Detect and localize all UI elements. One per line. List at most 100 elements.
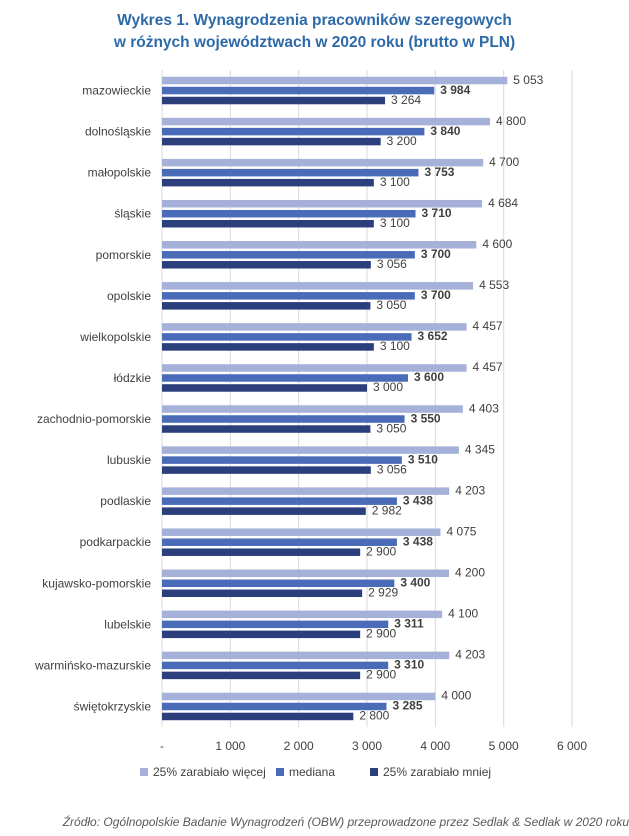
data-label: 3 000	[373, 380, 403, 394]
data-label: 2 900	[366, 668, 396, 682]
data-label: 3 600	[414, 370, 444, 384]
bar	[162, 364, 467, 372]
data-label: 3 438	[403, 493, 433, 507]
bar	[162, 712, 354, 721]
source-note: Źródło: Ogólnopolskie Badanie Wynagrodze…	[62, 815, 629, 829]
bar	[162, 127, 425, 136]
bar	[162, 610, 443, 619]
data-label: 3 056	[377, 257, 407, 271]
data-label: 4 200	[455, 566, 485, 580]
bar	[162, 497, 397, 505]
bar	[162, 302, 371, 310]
bar	[162, 219, 374, 228]
category-label: lubuskie	[107, 453, 151, 467]
data-label: 4 203	[455, 483, 485, 497]
category-label: małopolskie	[88, 166, 152, 180]
x-tick-label: 4 000	[420, 739, 450, 753]
bar	[162, 374, 408, 382]
bar-chart: 5 053 3 984 3 264 4 800 3 840 3 200 4 700 3 753…	[34, 70, 587, 779]
category-label: wielkopolskie	[79, 330, 151, 344]
x-tick-labels: - 1 000 2 000 3 000 4 000 5 000 6 000	[160, 739, 587, 753]
bar	[162, 86, 435, 95]
data-label: 3 100	[380, 175, 410, 189]
data-label: 4 075	[446, 524, 476, 538]
bar	[162, 178, 374, 187]
bar	[162, 117, 490, 126]
data-label: 4 403	[469, 401, 499, 415]
legend-label: mediana	[289, 765, 335, 779]
data-label: 3 310	[394, 658, 424, 672]
category-label: kujawsko-pomorskie	[42, 576, 151, 590]
chart-title: Wykres 1. Wynagrodzenia pracowników szer…	[0, 10, 629, 54]
bar	[162, 620, 389, 629]
legend: 25% zarabiało więcej mediana 25% zarabiało…	[140, 765, 491, 779]
bars: 5 053 3 984 3 264 4 800 3 840 3 200 4 700 3 753…	[162, 73, 544, 723]
data-label: 3 984	[440, 83, 470, 97]
data-label: 3 753	[424, 165, 454, 179]
bar	[162, 415, 405, 423]
bar	[162, 282, 474, 290]
data-label: 3 700	[421, 288, 451, 302]
data-label: 4 203	[455, 648, 485, 662]
category-label: lubelskie	[104, 617, 151, 631]
bar	[162, 323, 467, 331]
bar	[162, 671, 361, 680]
bar	[162, 405, 463, 413]
data-label: 3 056	[377, 462, 407, 476]
data-label: 4 100	[448, 607, 478, 621]
data-label: 3 438	[403, 534, 433, 548]
data-label: 3 050	[376, 421, 406, 435]
data-label: 2 900	[366, 627, 396, 641]
data-label: 2 929	[368, 586, 398, 600]
data-label: 4 553	[479, 278, 509, 292]
data-label: 4 684	[488, 196, 518, 210]
bar	[162, 466, 371, 474]
bar	[162, 333, 412, 341]
bar	[162, 651, 450, 660]
bar	[162, 589, 363, 598]
data-label: 3 285	[392, 699, 422, 713]
data-label: 3 550	[411, 411, 441, 425]
bar	[162, 96, 386, 105]
bar	[162, 692, 436, 701]
chart-title-line-1: Wykres 1. Wynagrodzenia pracowników szer…	[117, 12, 512, 29]
data-label: 3 652	[418, 329, 448, 343]
bar	[162, 456, 402, 464]
data-label: 2 800	[359, 709, 389, 723]
bar	[162, 209, 416, 218]
x-tick-label: 5 000	[489, 739, 519, 753]
x-tick-label: 1 000	[215, 739, 245, 753]
data-label: 4 800	[496, 114, 526, 128]
category-label: łódzkie	[114, 371, 152, 385]
data-label: 3 400	[400, 576, 430, 590]
data-label: 3 710	[422, 206, 452, 220]
bar	[162, 548, 361, 556]
bar	[162, 538, 397, 546]
bar	[162, 76, 508, 85]
bar	[162, 579, 395, 588]
data-label: 4 345	[465, 442, 495, 456]
legend-swatch	[370, 768, 378, 776]
category-label: śląskie	[114, 207, 151, 221]
data-label: 3 840	[430, 124, 460, 138]
data-label: 3 510	[408, 452, 438, 466]
data-label: 4 000	[441, 689, 471, 703]
category-label: podlaskie	[100, 494, 151, 508]
bar	[162, 425, 371, 433]
data-label: 3 200	[387, 134, 417, 148]
bar	[162, 661, 389, 670]
bar	[162, 630, 361, 639]
bar	[162, 446, 459, 454]
x-tick-label: 2 000	[284, 739, 314, 753]
bar	[162, 507, 366, 515]
bar	[162, 487, 450, 495]
category-label: podkarpackie	[80, 535, 152, 549]
category-label: warmińsko-mazurskie	[34, 658, 151, 672]
legend-swatch	[140, 768, 148, 776]
data-label: 2 982	[372, 503, 402, 517]
data-label: 3 100	[380, 216, 410, 230]
bar	[162, 137, 381, 146]
legend-label: 25% zarabiało mniej	[383, 765, 491, 779]
bar	[162, 199, 483, 208]
data-label: 3 311	[394, 617, 424, 631]
